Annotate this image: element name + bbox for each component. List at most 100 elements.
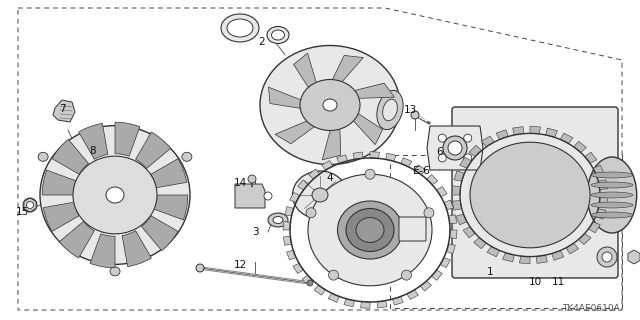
FancyBboxPatch shape bbox=[399, 217, 426, 241]
Ellipse shape bbox=[221, 14, 259, 42]
Polygon shape bbox=[401, 158, 412, 167]
Circle shape bbox=[401, 270, 412, 280]
Polygon shape bbox=[452, 186, 461, 195]
Polygon shape bbox=[520, 256, 530, 264]
Text: E-6: E-6 bbox=[413, 166, 431, 176]
Polygon shape bbox=[449, 215, 457, 224]
Ellipse shape bbox=[591, 172, 633, 178]
Polygon shape bbox=[487, 246, 500, 257]
Ellipse shape bbox=[383, 99, 397, 121]
Polygon shape bbox=[287, 250, 296, 260]
Polygon shape bbox=[353, 152, 363, 159]
Polygon shape bbox=[593, 165, 604, 176]
Polygon shape bbox=[415, 165, 426, 175]
Polygon shape bbox=[294, 53, 321, 100]
Text: 12: 12 bbox=[234, 260, 246, 270]
Ellipse shape bbox=[182, 152, 192, 161]
Wedge shape bbox=[90, 234, 115, 268]
Circle shape bbox=[443, 136, 467, 160]
Polygon shape bbox=[596, 209, 606, 219]
Ellipse shape bbox=[227, 19, 253, 37]
Polygon shape bbox=[308, 169, 320, 179]
Polygon shape bbox=[392, 297, 403, 305]
Ellipse shape bbox=[260, 45, 400, 164]
Polygon shape bbox=[323, 114, 340, 160]
Ellipse shape bbox=[292, 171, 348, 219]
Text: 4: 4 bbox=[326, 173, 333, 183]
Ellipse shape bbox=[110, 267, 120, 276]
Polygon shape bbox=[322, 161, 333, 170]
Ellipse shape bbox=[106, 187, 124, 203]
Wedge shape bbox=[154, 195, 188, 220]
Ellipse shape bbox=[40, 126, 190, 264]
Ellipse shape bbox=[312, 188, 328, 202]
Text: 11: 11 bbox=[552, 277, 564, 287]
Polygon shape bbox=[283, 221, 291, 230]
Polygon shape bbox=[386, 153, 396, 161]
Wedge shape bbox=[42, 170, 76, 195]
Polygon shape bbox=[370, 152, 380, 158]
Polygon shape bbox=[53, 100, 75, 122]
Polygon shape bbox=[344, 299, 355, 307]
Polygon shape bbox=[536, 255, 547, 263]
Ellipse shape bbox=[38, 152, 48, 161]
Polygon shape bbox=[420, 281, 431, 291]
Polygon shape bbox=[293, 263, 303, 274]
Polygon shape bbox=[513, 127, 524, 135]
Polygon shape bbox=[561, 133, 573, 144]
Ellipse shape bbox=[337, 201, 403, 259]
Ellipse shape bbox=[73, 156, 157, 234]
Circle shape bbox=[464, 134, 472, 142]
Wedge shape bbox=[52, 139, 88, 174]
Circle shape bbox=[438, 134, 446, 142]
Circle shape bbox=[424, 208, 434, 218]
Polygon shape bbox=[298, 180, 308, 190]
Text: 8: 8 bbox=[90, 146, 96, 156]
Circle shape bbox=[307, 280, 313, 286]
Ellipse shape bbox=[323, 99, 337, 111]
Circle shape bbox=[23, 198, 37, 212]
Polygon shape bbox=[407, 290, 419, 300]
Circle shape bbox=[264, 192, 272, 200]
Polygon shape bbox=[452, 201, 461, 210]
Wedge shape bbox=[79, 123, 108, 159]
Circle shape bbox=[306, 208, 316, 218]
Ellipse shape bbox=[591, 192, 633, 198]
Circle shape bbox=[248, 175, 256, 183]
Polygon shape bbox=[284, 236, 292, 245]
Circle shape bbox=[448, 141, 462, 155]
Text: 7: 7 bbox=[59, 104, 65, 114]
Wedge shape bbox=[151, 159, 187, 188]
Ellipse shape bbox=[346, 209, 394, 252]
Polygon shape bbox=[285, 206, 294, 216]
Wedge shape bbox=[136, 132, 171, 169]
Polygon shape bbox=[337, 155, 348, 164]
Text: 3: 3 bbox=[252, 227, 259, 237]
Wedge shape bbox=[141, 216, 178, 251]
Polygon shape bbox=[326, 55, 364, 95]
Ellipse shape bbox=[591, 212, 633, 218]
Circle shape bbox=[602, 252, 612, 262]
Polygon shape bbox=[302, 275, 314, 285]
Circle shape bbox=[438, 154, 446, 162]
Text: 1: 1 bbox=[486, 267, 493, 277]
Ellipse shape bbox=[588, 157, 637, 233]
Polygon shape bbox=[427, 126, 483, 170]
Ellipse shape bbox=[470, 142, 590, 248]
Polygon shape bbox=[545, 128, 557, 137]
Polygon shape bbox=[449, 230, 457, 238]
Polygon shape bbox=[342, 105, 383, 145]
Polygon shape bbox=[431, 270, 442, 280]
Wedge shape bbox=[60, 221, 94, 258]
Text: 15: 15 bbox=[15, 207, 29, 217]
Ellipse shape bbox=[591, 182, 633, 188]
Ellipse shape bbox=[377, 91, 403, 130]
Polygon shape bbox=[530, 126, 540, 134]
Polygon shape bbox=[585, 152, 597, 164]
Ellipse shape bbox=[271, 30, 285, 40]
Polygon shape bbox=[454, 171, 465, 181]
Circle shape bbox=[411, 111, 419, 119]
Polygon shape bbox=[440, 258, 451, 268]
Circle shape bbox=[328, 270, 339, 280]
Polygon shape bbox=[463, 227, 476, 238]
